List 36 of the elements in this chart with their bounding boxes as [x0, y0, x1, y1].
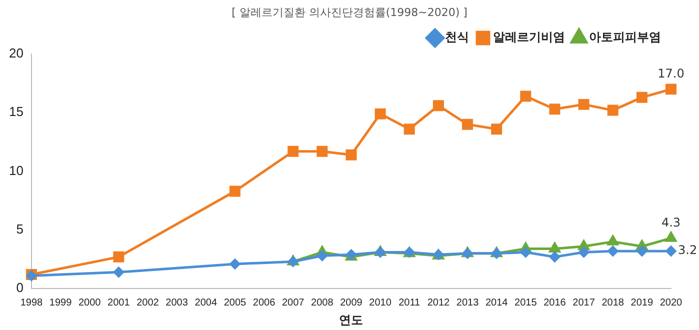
legend-label: 천식: [445, 30, 469, 44]
x-tick-label: 2014: [485, 297, 508, 308]
x-tick-label: 2013: [456, 297, 480, 308]
x-tick-label: 2008: [311, 297, 334, 308]
y-tick-label: 0: [16, 280, 24, 296]
x-tick-label: 2011: [398, 297, 421, 308]
legend-label: 아토피피부염: [589, 30, 661, 44]
x-tick-label: 2020: [660, 297, 683, 308]
x-tick-label: 2016: [544, 297, 566, 308]
chart-title: [ 알레르기질환 의사진단경험률(1998~2020) ]: [230, 5, 468, 21]
x-tick-label: 2000: [78, 297, 102, 308]
x-tick-label: 2003: [166, 297, 188, 308]
x-tick-label: 2005: [224, 297, 247, 308]
data-label: 4.3: [661, 215, 681, 230]
x-tick-label: 2018: [602, 297, 624, 308]
x-tick-label: 2019: [630, 297, 654, 308]
x-tick-label: 2007: [282, 297, 305, 308]
y-tick-label: 5: [16, 222, 24, 237]
x-axis-title: 연도: [339, 313, 364, 328]
x-tick-label: 2010: [369, 297, 392, 308]
x-tick-label: 2004: [194, 297, 218, 308]
data-label: 17.0: [658, 66, 684, 80]
x-tick-label: 1998: [20, 297, 44, 308]
data-label: 3.2: [678, 243, 698, 258]
y-tick-label: 10: [8, 162, 24, 178]
x-tick-label: 2012: [427, 297, 450, 308]
x-tick-label: 2001: [108, 297, 130, 308]
x-tick-label: 2006: [252, 297, 276, 308]
x-tick-label: 2002: [136, 297, 160, 308]
x-tick-label: 2015: [514, 297, 538, 308]
legend-label: 알레르기비염: [493, 30, 565, 44]
y-tick-label: 15: [8, 104, 24, 120]
y-tick-label: 20: [8, 46, 24, 61]
x-tick-label: 2017: [572, 297, 596, 308]
x-tick-label: 2009: [340, 297, 363, 308]
x-tick-label: 1999: [49, 297, 72, 308]
